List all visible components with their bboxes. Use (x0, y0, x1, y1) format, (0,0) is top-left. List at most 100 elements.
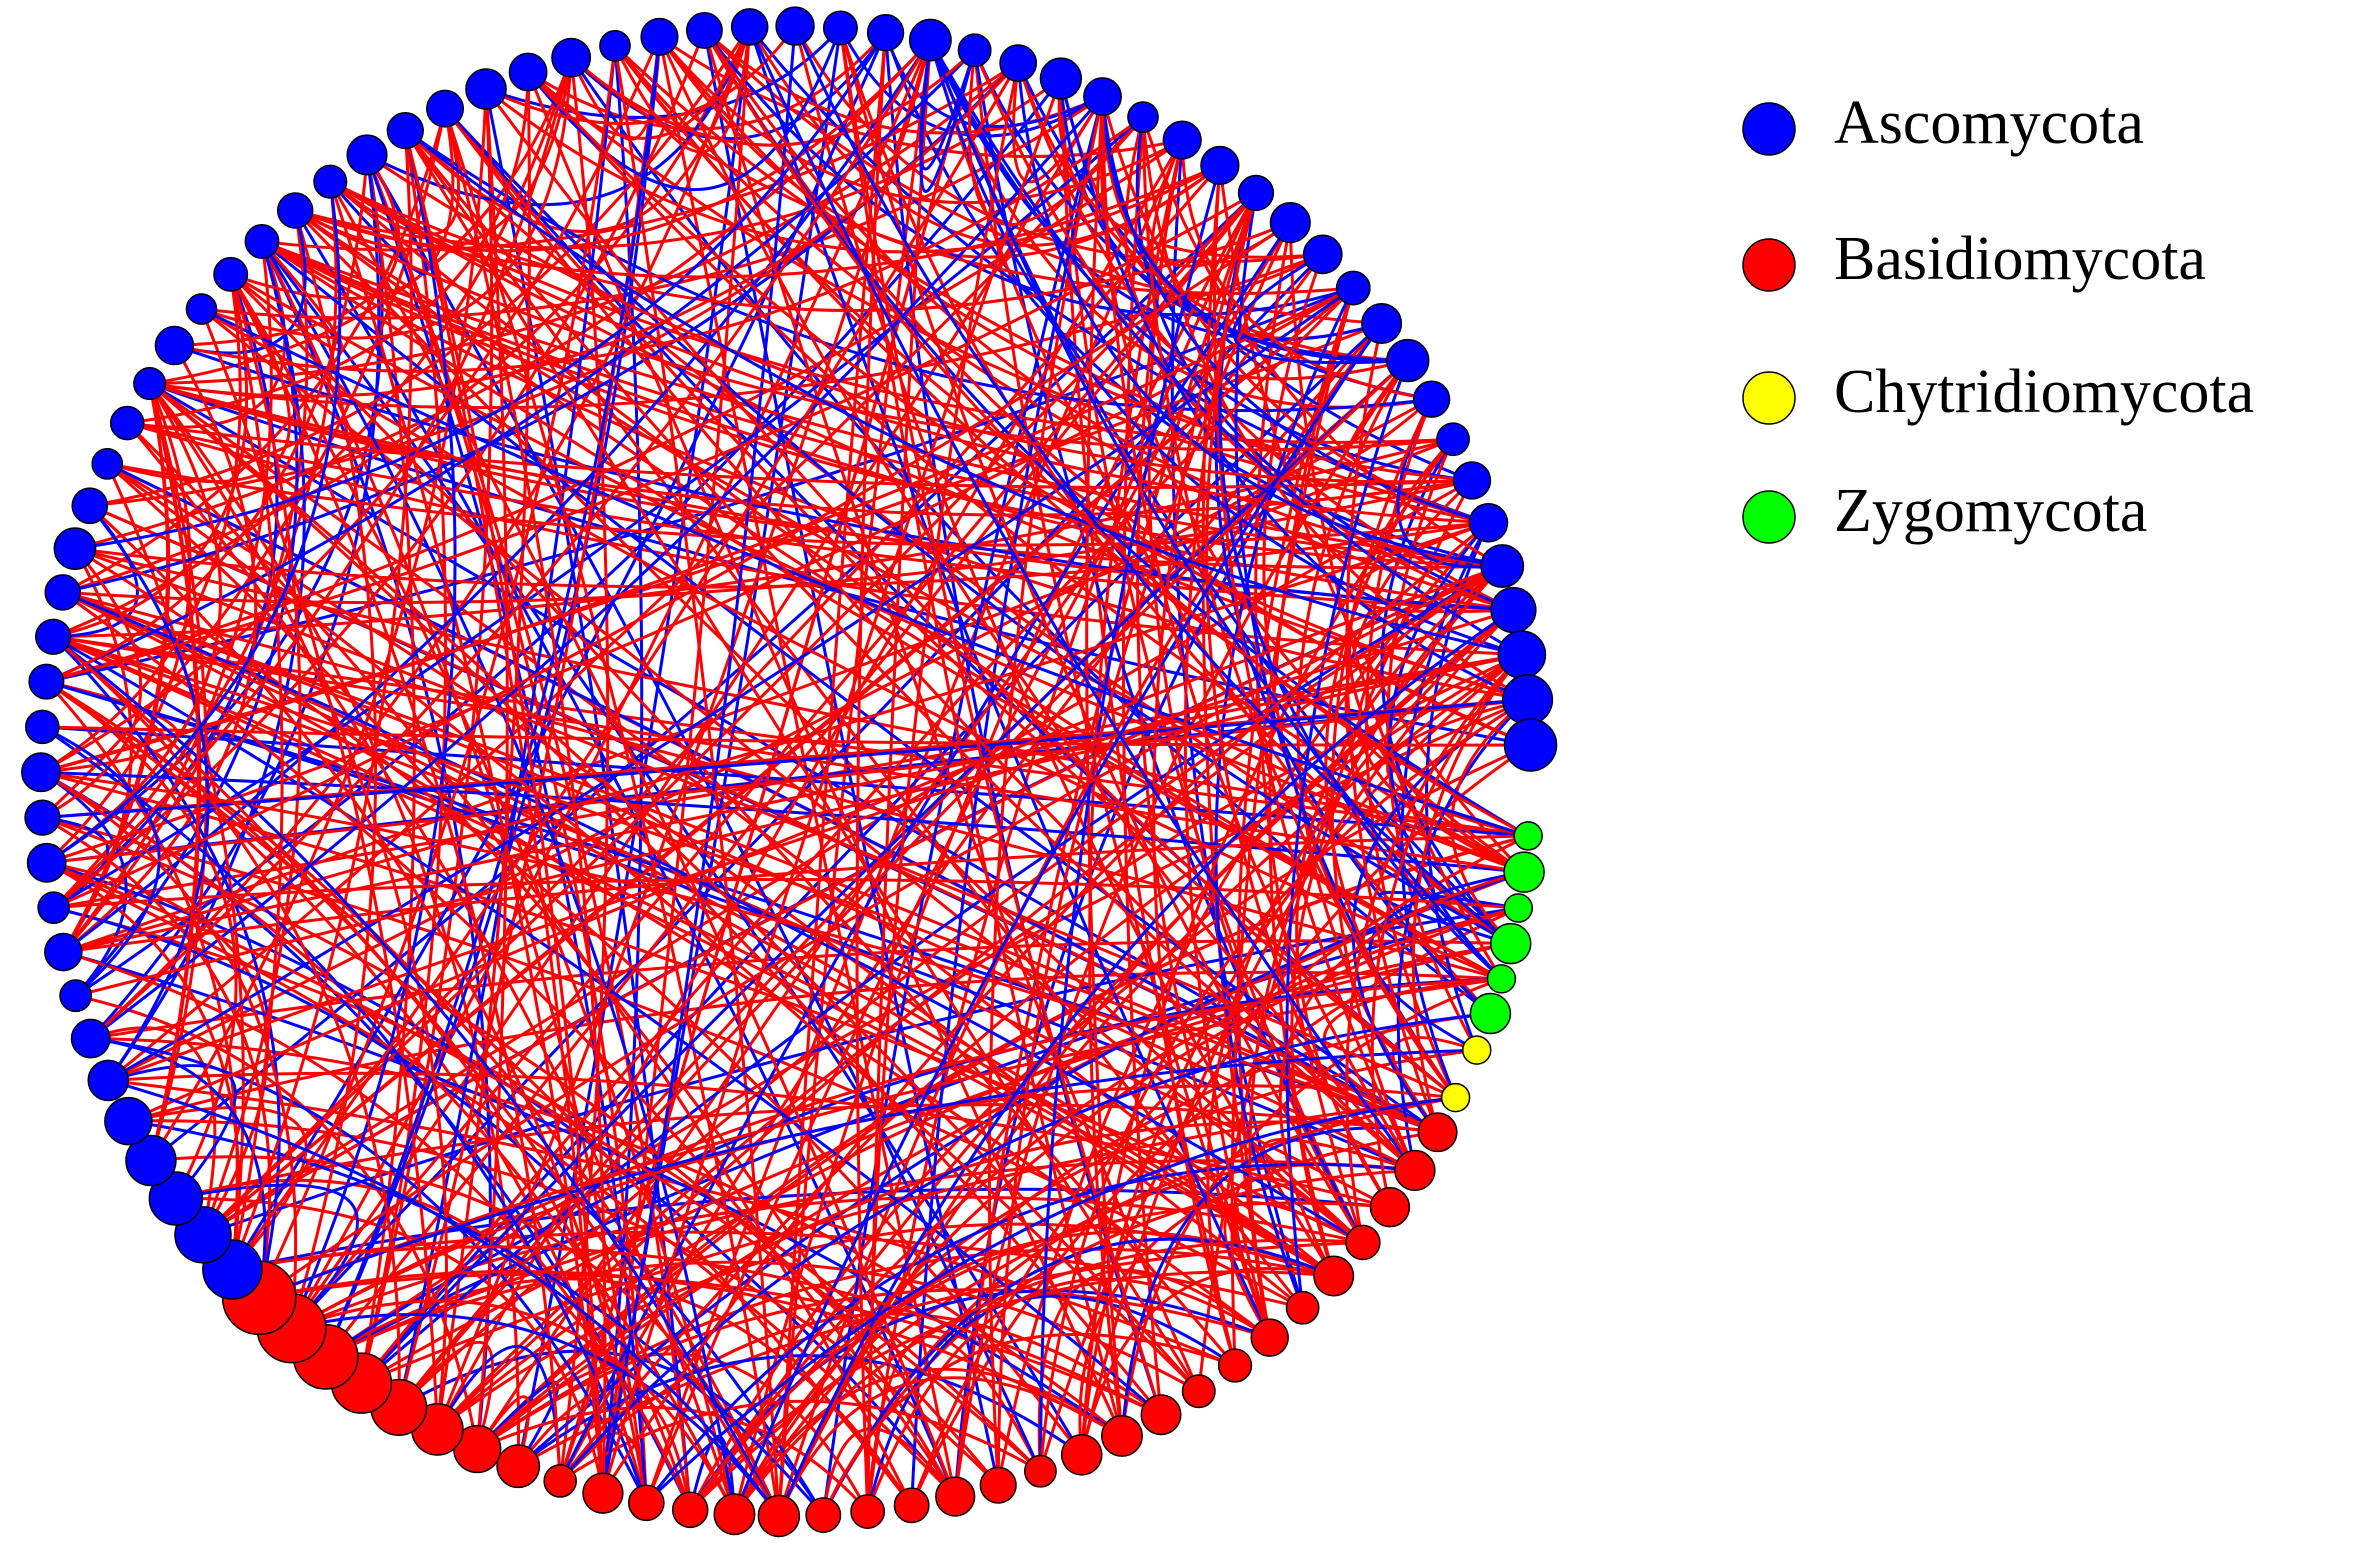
edge (1233, 1176, 1364, 1339)
edge (484, 88, 1457, 1099)
edge (703, 29, 1532, 747)
node (1313, 1255, 1355, 1297)
node (730, 8, 769, 46)
edge (127, 72, 530, 425)
edge (1120, 1126, 1438, 1437)
edge (230, 108, 455, 300)
node (426, 89, 465, 128)
edge (855, 32, 888, 1512)
edge (107, 1064, 237, 1200)
edge (200, 307, 1364, 1244)
edge (733, 322, 1383, 1515)
edge (928, 39, 1503, 980)
node (133, 367, 167, 401)
edge (748, 26, 1417, 1172)
edge (52, 635, 1439, 1134)
edge (703, 29, 1503, 568)
edge (601, 521, 1490, 1494)
edge (107, 241, 306, 1082)
edge (107, 1078, 781, 1517)
node (1489, 922, 1532, 965)
edge (1057, 78, 1323, 259)
edge (1368, 870, 1525, 1052)
node (244, 224, 280, 259)
legend-label: Ascomycota (1834, 89, 2144, 157)
node (44, 932, 83, 972)
edge (329, 180, 1503, 981)
edge (517, 1354, 1083, 1468)
edge (128, 1119, 1000, 1487)
edge (52, 635, 281, 1299)
edge (1322, 977, 1502, 1134)
edge (838, 27, 1365, 1244)
edge (436, 139, 1184, 1431)
edge (45, 382, 223, 865)
node (1412, 380, 1451, 418)
edge (838, 27, 1163, 1416)
edge (41, 816, 272, 1299)
edge (485, 25, 797, 125)
edge (75, 653, 1523, 998)
node (935, 1476, 976, 1517)
node (1140, 1394, 1182, 1436)
edge (42, 816, 110, 909)
edges (40, 25, 1532, 1517)
node (1490, 586, 1537, 634)
edge (1101, 96, 1417, 1172)
node (1335, 270, 1371, 306)
node (35, 618, 72, 655)
node (26, 842, 67, 883)
edge (1080, 1267, 1335, 1456)
edge (74, 547, 1457, 1099)
node (850, 1494, 886, 1529)
edge (175, 1183, 359, 1330)
node (1440, 1082, 1471, 1113)
node (543, 1464, 577, 1498)
edge (558, 221, 1292, 1482)
edge (645, 1162, 1416, 1504)
edge (973, 49, 1514, 612)
edge (294, 77, 1062, 250)
edge (41, 816, 1000, 1487)
edge (62, 39, 932, 954)
edge (953, 359, 1409, 1497)
edge (45, 680, 238, 1200)
node (685, 12, 723, 49)
node (640, 17, 679, 56)
node (1361, 302, 1403, 344)
node (1462, 1035, 1492, 1065)
edge (325, 1260, 1200, 1393)
edge (366, 26, 752, 207)
edge (90, 1037, 267, 1299)
edge (148, 383, 200, 1161)
edge (1213, 165, 1417, 1172)
edge (1180, 140, 1432, 401)
edge (52, 635, 401, 1408)
edge (1152, 192, 1258, 1366)
edge (1016, 62, 1503, 568)
node (109, 405, 145, 441)
edge (601, 26, 752, 1494)
edge (404, 129, 1416, 1172)
edge (232, 1245, 1162, 1417)
edge (324, 191, 1258, 1358)
edge (366, 153, 1473, 484)
edge (733, 1238, 1363, 1516)
edge (987, 96, 1104, 1486)
edge (291, 1313, 781, 1517)
node (1497, 630, 1547, 680)
edge (821, 1332, 1236, 1516)
legend-swatch (1742, 490, 1796, 544)
edge (1206, 608, 1515, 1366)
edge (40, 36, 661, 774)
edge (397, 45, 617, 1408)
edge (1183, 192, 1272, 1339)
edge (201, 57, 573, 340)
edge (46, 861, 269, 1236)
edge (1232, 253, 1408, 365)
edge (258, 564, 1503, 1300)
edge (910, 834, 1529, 1506)
node (71, 487, 109, 525)
edge (90, 1037, 648, 1504)
edge (928, 39, 1492, 1015)
